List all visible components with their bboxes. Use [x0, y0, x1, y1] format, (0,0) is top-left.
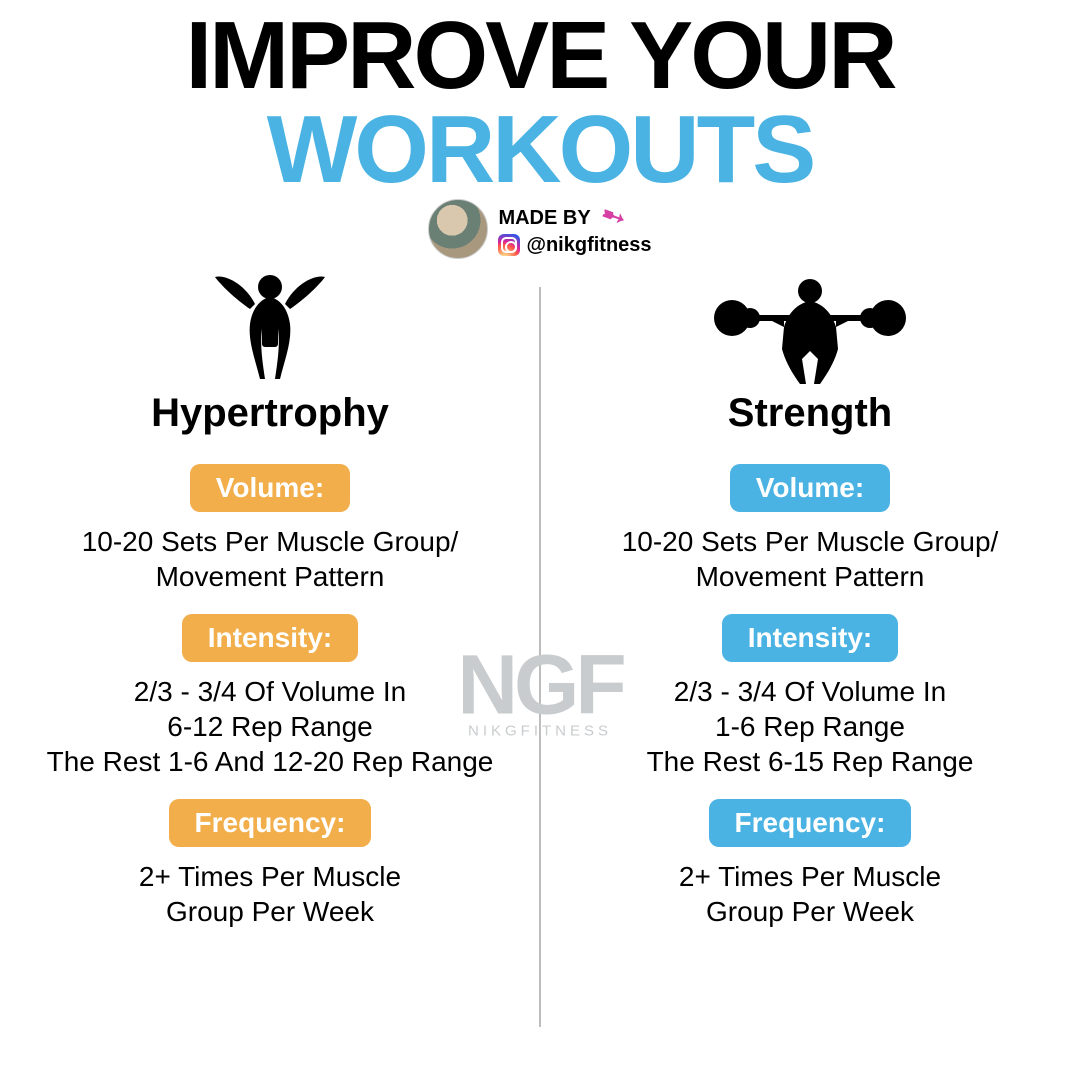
- right-text-1: 2/3 - 3/4 Of Volume In 1-6 Rep Range The…: [647, 674, 974, 779]
- credit-handle: @nikgfitness: [526, 234, 651, 256]
- made-by-label: MADE BY: [498, 207, 590, 229]
- right-pill-1: Intensity:: [722, 614, 898, 662]
- columns: NGF NIKGFITNESS Hypertrophy: [0, 267, 1080, 1057]
- arrow-icon: ➸: [597, 198, 630, 235]
- left-column: Hypertrophy Volume: 10-20 Sets Per Muscl…: [0, 267, 540, 1057]
- right-pill-2: Frequency:: [709, 799, 912, 847]
- credit-row: MADE BY ➸ @nikgfitness: [0, 199, 1080, 259]
- left-text-2: 2+ Times Per Muscle Group Per Week: [139, 859, 401, 929]
- left-heading: Hypertrophy: [151, 391, 389, 436]
- left-pill-2: Frequency:: [169, 799, 372, 847]
- right-column: Strength Volume: 10-20 Sets Per Muscle G…: [540, 267, 1080, 1057]
- credit-text: MADE BY ➸ @nikgfitness: [498, 203, 651, 256]
- title-line1: IMPROVE YOUR: [0, 8, 1080, 104]
- right-heading: Strength: [728, 391, 892, 436]
- instagram-icon: [498, 234, 520, 256]
- left-pill-1: Intensity:: [182, 614, 358, 662]
- right-pill-0: Volume:: [730, 464, 890, 512]
- divider: [539, 287, 541, 1027]
- left-text-0: 10-20 Sets Per Muscle Group/ Movement Pa…: [82, 524, 459, 594]
- title-block: IMPROVE YOUR WORKOUTS: [0, 0, 1080, 195]
- left-pill-0: Volume:: [190, 464, 350, 512]
- left-text-1: 2/3 - 3/4 Of Volume In 6-12 Rep Range Th…: [47, 674, 494, 779]
- bodybuilder-flex-icon: [200, 267, 340, 389]
- right-text-0: 10-20 Sets Per Muscle Group/ Movement Pa…: [622, 524, 999, 594]
- title-line2: WORKOUTS: [0, 104, 1080, 195]
- avatar-icon: [428, 199, 488, 259]
- barbell-squat-icon: [710, 267, 910, 389]
- right-text-2: 2+ Times Per Muscle Group Per Week: [679, 859, 941, 929]
